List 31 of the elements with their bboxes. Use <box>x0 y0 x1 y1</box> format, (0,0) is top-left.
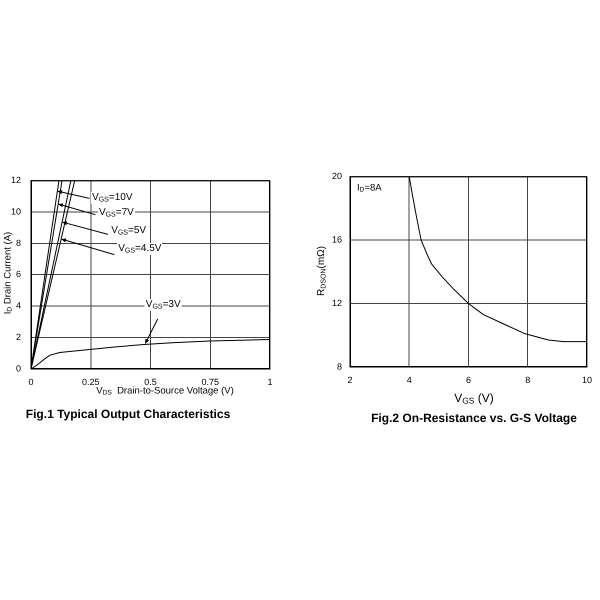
x-tick-label: 6 <box>466 374 472 385</box>
legend-label: V$_{GS}$=4.5V <box>117 242 162 255</box>
y-tick-label: 20 <box>332 170 342 181</box>
legend-label: V$_{GS}$=7V <box>98 206 135 219</box>
y-tick-label: 2 <box>16 332 21 342</box>
x-tick-label: 0.25 <box>82 376 100 387</box>
y-tick-label: 4 <box>16 300 21 311</box>
x-tick-label: 0.5 <box>144 376 157 387</box>
text: Fig.1 Typical Output Characteristics <box>26 407 230 421</box>
x-axis-title: V$_{DS}$ Drain-to-Source Voltage (V) <box>96 385 234 397</box>
y-tick-label: 8 <box>16 238 21 248</box>
y-tick-label: 12 <box>10 174 21 185</box>
y-tick-label: 6 <box>16 269 21 280</box>
x-tick-label: 0 <box>28 376 34 387</box>
y-tick-label: 16 <box>332 234 342 244</box>
annotation: I$_{D}$=8A <box>357 182 382 194</box>
text: Fig.2 On-Resistance vs. G-S Voltage <box>371 411 577 425</box>
x-tick-label: 10 <box>582 374 592 385</box>
x-axis-title: V$_{GS}$ (V) <box>454 391 494 406</box>
y-tick-label: 0 <box>16 363 21 374</box>
y-tick-label: 12 <box>332 298 342 308</box>
x-tick-label: 4 <box>406 374 412 385</box>
x-tick-label: 0.75 <box>201 376 220 387</box>
legend-label: V$_{GS}$=10V <box>91 192 134 204</box>
legend-label: V$_{GS}$=5V <box>110 224 148 236</box>
y-tick-label: 10 <box>10 206 21 216</box>
x-tick-label: 1 <box>267 376 273 387</box>
x-tick-label: 8 <box>525 374 530 385</box>
x-tick-label: 2 <box>347 374 353 385</box>
y-tick-label: 8 <box>336 361 342 372</box>
text: V$_{GS}$=3V <box>144 299 182 312</box>
